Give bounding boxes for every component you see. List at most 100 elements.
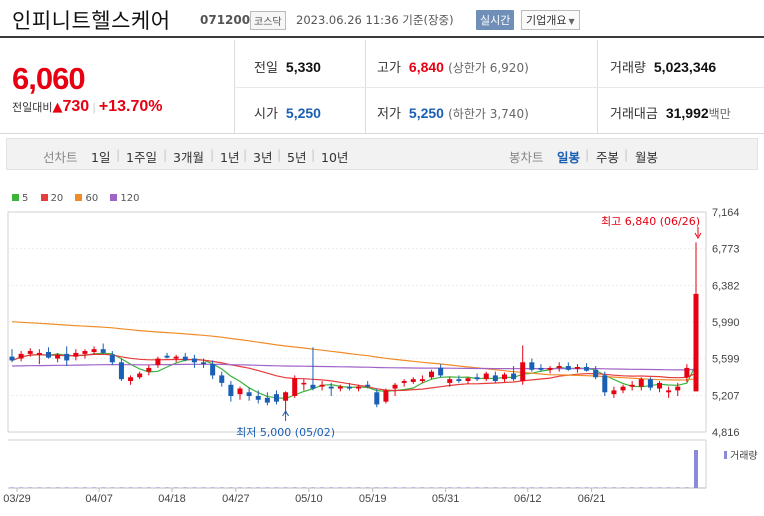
volume-bar: [630, 487, 635, 488]
period-10y[interactable]: 10년: [321, 150, 349, 165]
volume-bar: [694, 450, 698, 488]
company-info-dropdown[interactable]: 기업개요 ▼: [521, 10, 580, 30]
volume-bar: [393, 487, 398, 488]
candle-body: [219, 375, 225, 383]
volume-bar: [502, 487, 507, 488]
volume-bar: [101, 487, 106, 488]
volume: 거래량 5,023,346: [610, 57, 716, 76]
period-1y[interactable]: 1년: [220, 150, 240, 165]
candle-body: [556, 366, 562, 368]
y-tick-label: 5,599: [712, 354, 740, 366]
candle-body: [538, 367, 544, 370]
volume-bar: [447, 487, 452, 488]
candle-body: [401, 381, 407, 383]
period-1d[interactable]: 1일: [91, 150, 111, 165]
candle-body: [584, 366, 590, 371]
low-price: 저가 5,250 (하한가 3,740): [377, 103, 529, 122]
volume-value: 5,023,346: [653, 59, 717, 75]
candle-body: [182, 356, 188, 361]
line-chart-label: 선차트: [43, 150, 78, 165]
candle-body: [36, 352, 42, 355]
period-3m[interactable]: 3개월: [173, 150, 204, 165]
volume-bar: [46, 487, 51, 488]
candle-body: [173, 356, 179, 359]
x-tick-label: 05/10: [295, 493, 323, 505]
period-1w[interactable]: 1주일: [126, 150, 157, 165]
candlestick-chart[interactable]: 7,164 6,773 6,382 5,990 5,599 5,207 4,816 거래량 03…: [0, 188, 764, 516]
candle-body: [438, 367, 444, 376]
volume-bar: [602, 487, 607, 488]
candle-body: [374, 392, 380, 405]
volume-bar: [73, 487, 78, 488]
change-label: 전일대비: [12, 101, 53, 114]
volume-bar: [119, 487, 124, 488]
period-toolbar: 선차트 1일 | 1주일 | 3개월 | 1년 | 3년 | 5년 | 10년 …: [6, 138, 758, 170]
candle-body: [392, 384, 398, 389]
trade-value-unit: 백만: [708, 107, 731, 121]
candle-weekly[interactable]: 주봉: [596, 150, 620, 165]
trade-value-amount: 31,992: [665, 105, 709, 121]
quote-datetime: 2023.06.26 11:36 기준(장중): [296, 13, 454, 27]
volume-bar: [238, 487, 242, 488]
volume-bar: [548, 487, 553, 488]
volume-bar: [520, 487, 525, 488]
volume-bar: [201, 487, 206, 488]
y-tick-label: 7,164: [712, 207, 740, 219]
candle-monthly[interactable]: 월봉: [635, 150, 659, 165]
candle-body: [456, 379, 462, 382]
candle-body: [137, 373, 143, 378]
candle-body: [228, 384, 234, 397]
candle-body: [27, 351, 33, 354]
candle-body: [383, 390, 389, 402]
candle-body: [255, 396, 261, 400]
legend-ma5: 5: [12, 193, 28, 204]
prev-close-label: 전일: [254, 61, 278, 76]
realtime-button[interactable]: 실시간: [476, 10, 515, 30]
candle-body: [73, 352, 79, 357]
x-tick-label: 06/21: [578, 493, 606, 505]
x-tick-label: 04/18: [158, 493, 186, 505]
candle-chart-label: 봉차트: [509, 150, 544, 165]
volume-bar: [219, 487, 224, 488]
candle-body: [18, 353, 24, 359]
volume-bar: [648, 487, 653, 488]
volume-bar: [192, 487, 197, 488]
high-arrow-head: [694, 232, 702, 239]
open-price: 시가 5,250: [254, 103, 321, 122]
period-3y[interactable]: 3년: [253, 150, 273, 165]
candle-daily[interactable]: 일봉: [557, 150, 581, 165]
volume-bar: [402, 487, 407, 488]
volume-bar: [383, 487, 388, 488]
candle-body: [429, 371, 435, 378]
candle-body: [693, 293, 699, 392]
change-percent: +13.70%: [98, 98, 163, 115]
candle-body: [447, 379, 453, 383]
candle-body: [273, 394, 279, 402]
candle-body: [520, 362, 526, 382]
volume-bar: [356, 487, 361, 488]
candle-body: [492, 375, 498, 382]
candle-body: [419, 379, 425, 382]
candle-body: [237, 388, 243, 395]
candle-body: [465, 378, 471, 382]
volume-bar: [92, 487, 97, 488]
candle-body: [593, 369, 599, 378]
x-tick-label: 05/19: [359, 493, 387, 505]
candle-body: [346, 386, 352, 389]
volume-bar: [265, 487, 270, 488]
volume-bar: [466, 487, 470, 488]
volume-bar: [575, 487, 580, 488]
volume-label: 거래량: [610, 61, 646, 76]
volume-bar: [228, 487, 233, 488]
volume-bar: [493, 487, 498, 488]
legend-ma120: 120: [110, 193, 140, 204]
volume-bar: [338, 487, 343, 488]
volume-bar: [557, 487, 562, 488]
candle-body: [64, 353, 70, 361]
volume-bar: [511, 487, 516, 488]
candle-body: [620, 386, 626, 391]
volume-bar: [611, 487, 616, 488]
candle-body: [45, 351, 51, 358]
prev-close-value: 5,330: [285, 59, 321, 75]
period-5y[interactable]: 5년: [287, 150, 307, 165]
